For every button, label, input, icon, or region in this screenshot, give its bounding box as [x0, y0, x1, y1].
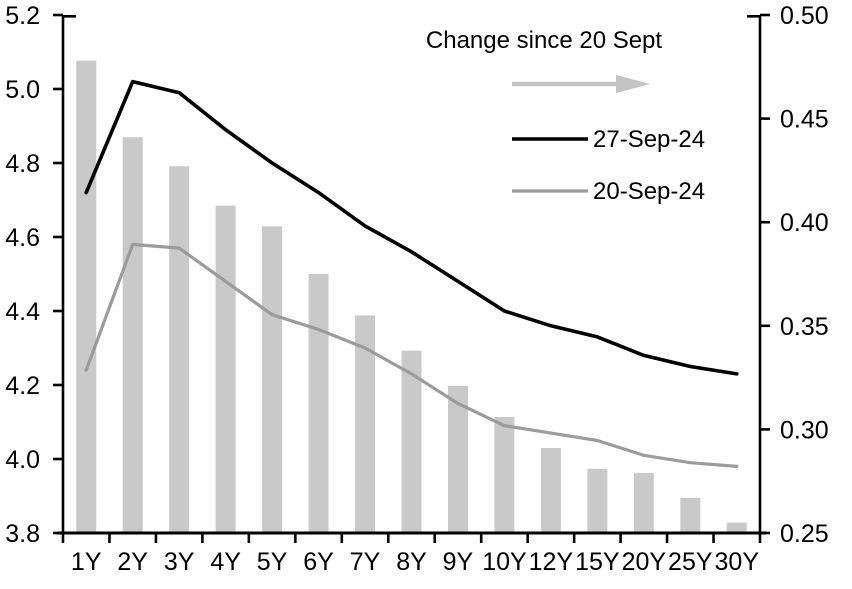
bar-7Y: [355, 315, 376, 533]
right-tick-label: 0.40: [780, 209, 829, 237]
legend-title: Change since 20 Sept: [426, 27, 663, 54]
series-line-20-sep-24: [84, 242, 739, 468]
bar-3Y: [169, 166, 190, 534]
x-tick-label: 6Y: [303, 548, 334, 576]
bar-25Y: [680, 497, 701, 533]
left-tick-label: 5.2: [5, 2, 40, 30]
x-tick-label: 4Y: [210, 548, 241, 576]
right-tick-label: 0.50: [780, 2, 829, 30]
x-tick-label: 15Y: [575, 548, 620, 576]
x-tick-label: 2Y: [117, 548, 148, 576]
bar-1Y: [76, 60, 97, 534]
left-tick-label: 4.6: [5, 224, 40, 252]
left-tick-label: 4.2: [5, 372, 40, 400]
legend-label-27-sep-24: 27-Sep-24: [593, 126, 705, 153]
legend-arrow-icon: [616, 75, 650, 93]
x-tick-label: 20Y: [622, 548, 667, 576]
left-tick-label: 3.8: [5, 520, 40, 548]
bar-12Y: [540, 448, 561, 533]
series-line-27-sep-24: [84, 79, 739, 376]
left-tick-label: 4.8: [5, 150, 40, 178]
x-tick-label: 30Y: [715, 548, 760, 576]
bar-2Y: [122, 137, 143, 534]
x-tick-label: 25Y: [668, 548, 713, 576]
x-tick-label: 9Y: [443, 548, 474, 576]
bar-30Y: [726, 522, 747, 533]
bar-6Y: [308, 274, 329, 533]
bar-15Y: [587, 468, 608, 533]
x-tick-label: 10Y: [482, 548, 527, 576]
x-tick-label: 12Y: [529, 548, 574, 576]
x-tick-label: 1Y: [71, 548, 102, 576]
x-tick-label: 3Y: [164, 548, 195, 576]
x-tick-label: 7Y: [350, 548, 381, 576]
legend-label-20-sep-24: 20-Sep-24: [593, 178, 705, 205]
left-tick-label: 4.0: [5, 446, 40, 474]
right-tick-label: 0.30: [780, 416, 829, 444]
bar-4Y: [215, 205, 236, 533]
right-tick-label: 0.25: [780, 520, 829, 548]
x-tick-label: 8Y: [396, 548, 427, 576]
bar-9Y: [447, 385, 468, 533]
x-tick-label: 5Y: [257, 548, 288, 576]
bar-8Y: [401, 350, 422, 533]
right-tick-label: 0.45: [780, 106, 829, 134]
right-tick-label: 0.35: [780, 313, 829, 341]
left-tick-label: 4.4: [5, 298, 40, 326]
bar-5Y: [262, 226, 283, 533]
bar-20Y: [633, 472, 654, 533]
bar-10Y: [494, 416, 515, 533]
left-tick-label: 5.0: [5, 76, 40, 104]
